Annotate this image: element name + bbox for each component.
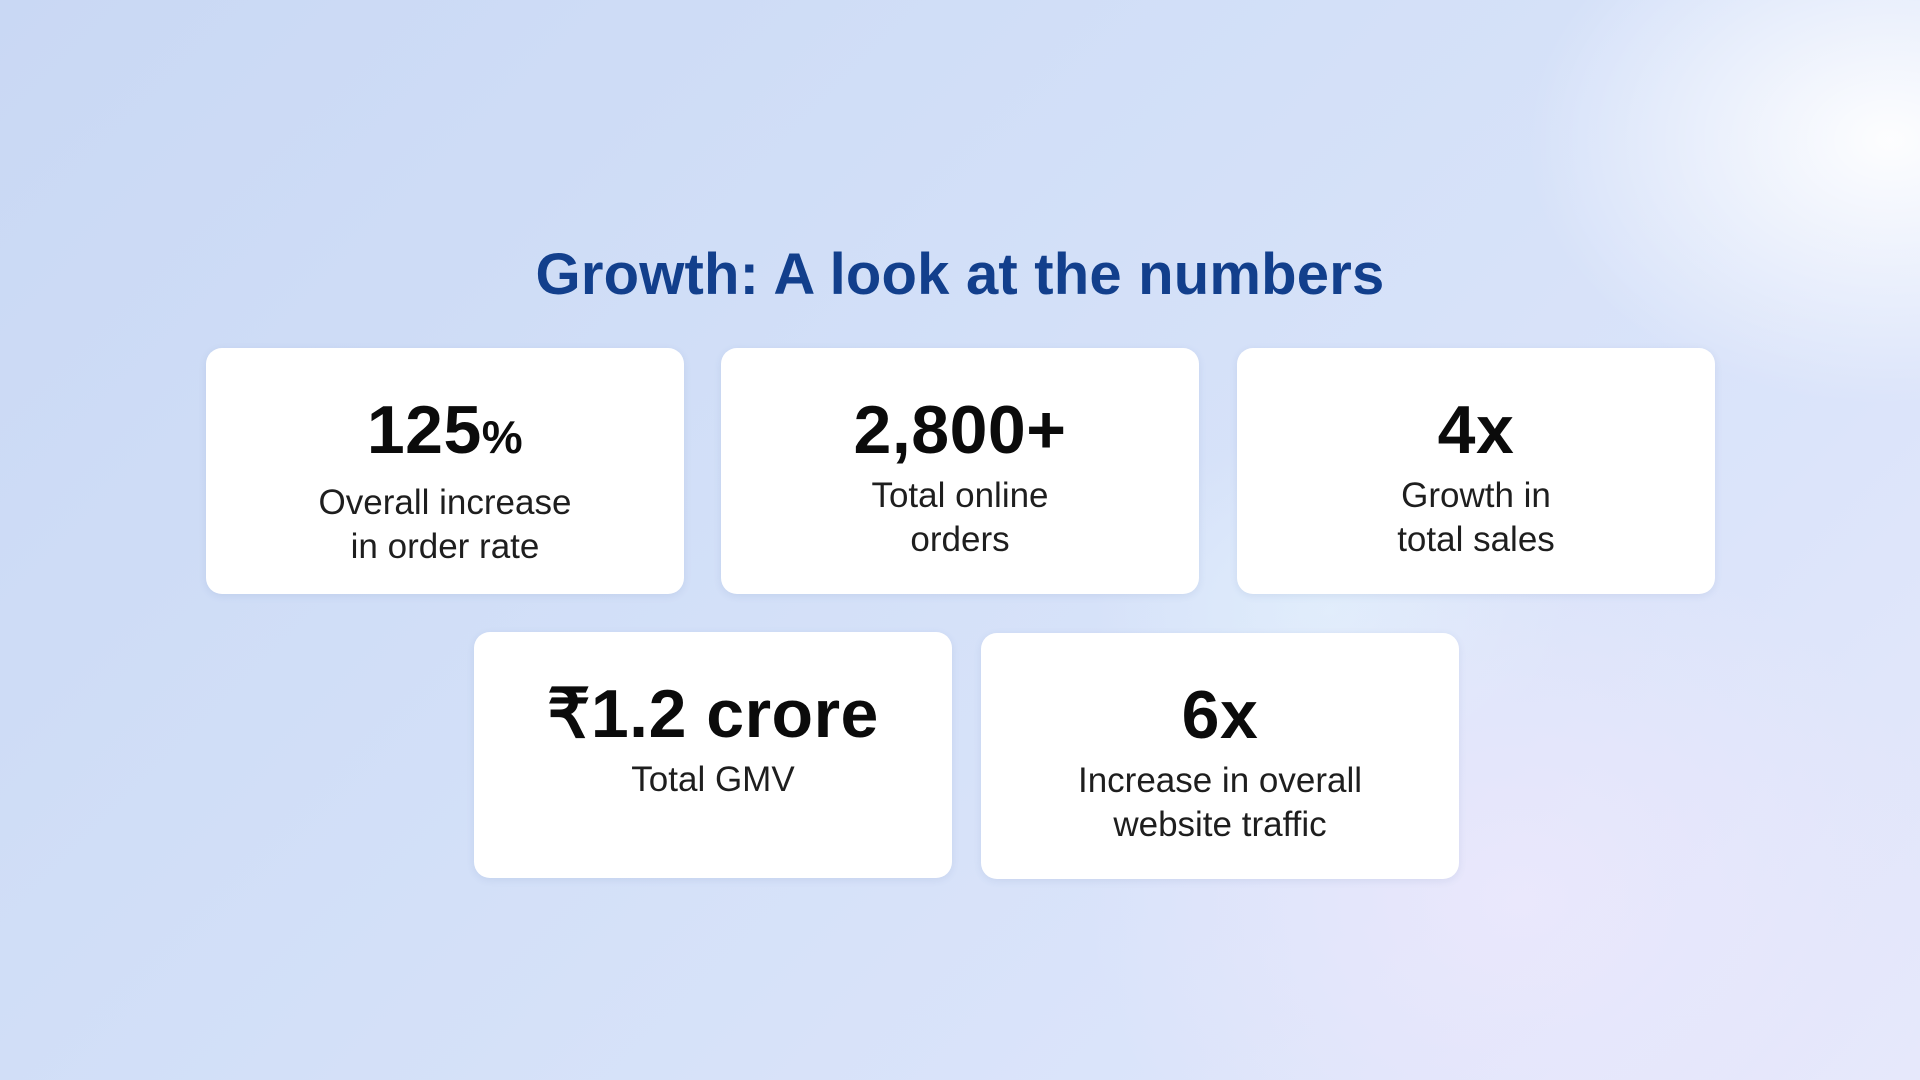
stat-label: Overall increase in order rate: [318, 483, 572, 566]
stat-card-sales-growth: 4x Growth in total sales: [1237, 348, 1715, 594]
stat-value: ₹1.2 crore: [547, 676, 879, 752]
title-highlight: Growth:: [535, 241, 760, 307]
stat-value: 125%: [366, 392, 524, 468]
stat-label: Growth in total sales: [1397, 476, 1555, 559]
stat-label: Total GMV: [631, 760, 795, 799]
stat-card-website-traffic: 6x Increase in overall website traffic: [981, 633, 1459, 879]
stat-card-gmv: ₹1.2 crore Total GMV: [474, 632, 952, 878]
stat-card-order-rate: 125% Overall increase in order rate: [206, 348, 684, 594]
page-title: Growth: A look at the numbers: [0, 237, 1920, 313]
stat-label: Increase in overall website traffic: [1077, 761, 1363, 844]
title-rest: A look at the numbers: [759, 241, 1385, 307]
stat-value: 4x: [1437, 392, 1515, 468]
stat-value: 2,800+: [853, 392, 1067, 468]
stat-suffix: %: [481, 411, 524, 463]
stat-card-online-orders: 2,800+ Total online orders: [721, 348, 1199, 594]
stat-value: 6x: [1181, 677, 1259, 753]
stat-label: Total online orders: [871, 476, 1049, 559]
